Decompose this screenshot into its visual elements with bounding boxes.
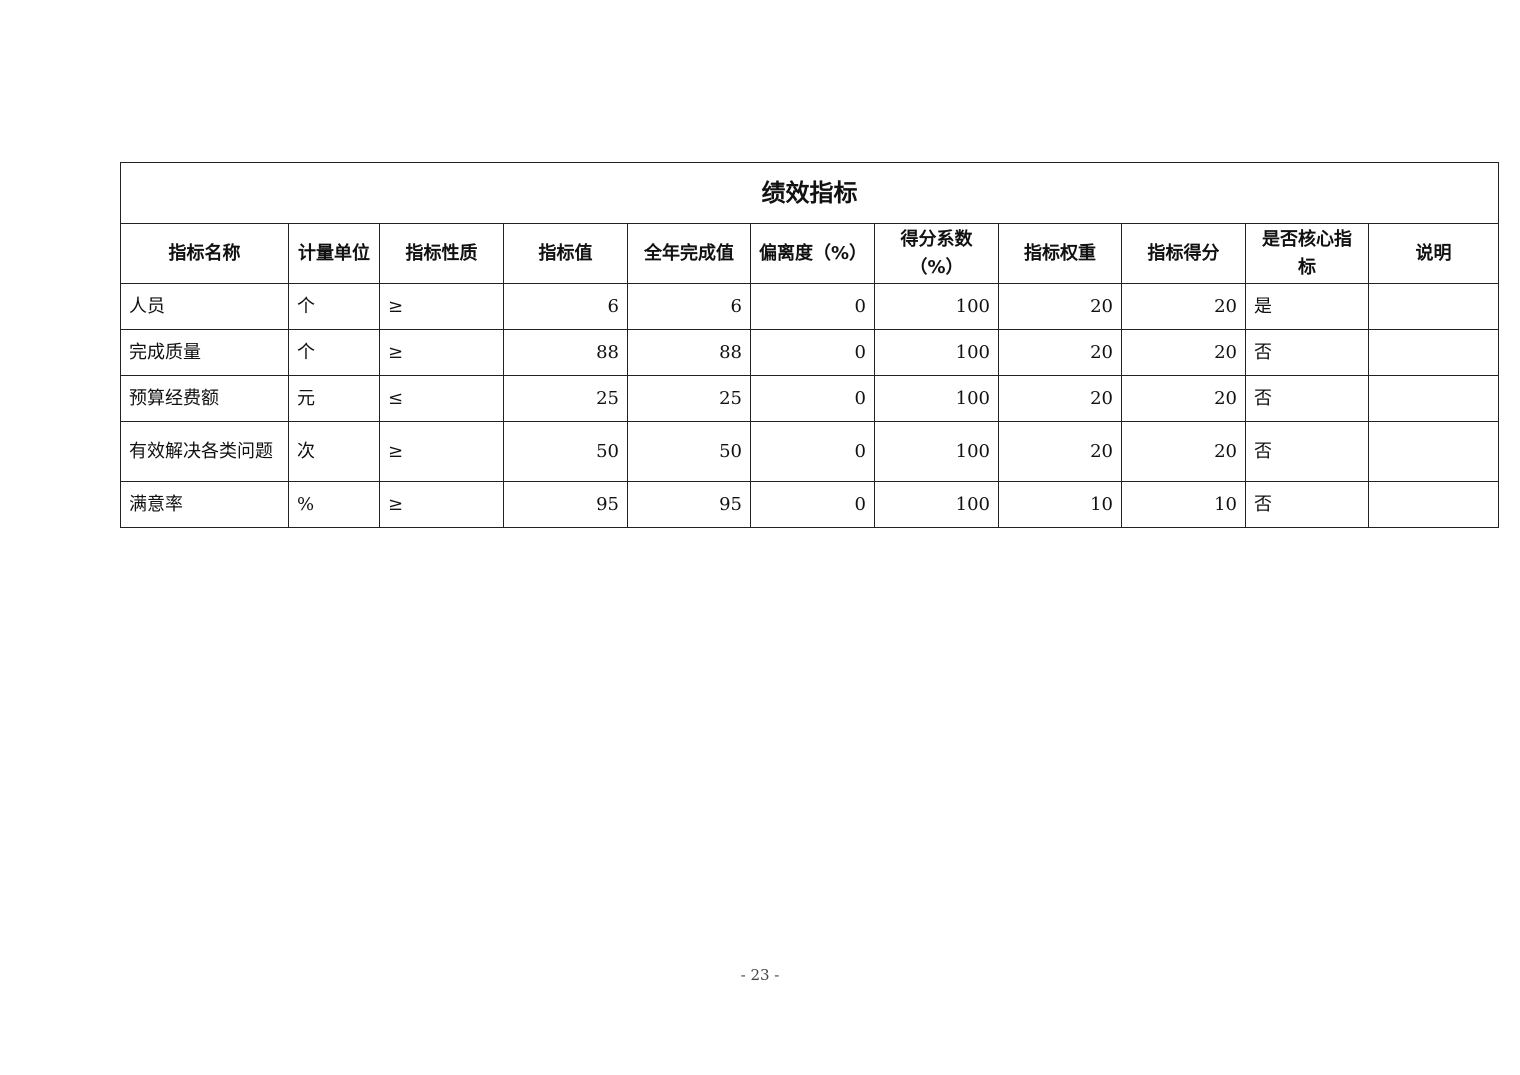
table-cell [1367, 421, 1500, 482]
table-cell: 20 [1121, 375, 1246, 422]
table-cell: 100 [874, 283, 999, 330]
table-cell: 100 [874, 421, 999, 482]
table-cell: 88 [503, 329, 628, 376]
table-cell: 0 [750, 481, 875, 528]
performance-indicator-table: 绩效指标 指标名称 计量单位 指标性质 指标值 全年完成值 偏离度（%） 得分系数（%） 指标… [119, 162, 1500, 528]
table-cell: 次 [288, 421, 380, 482]
table-cell: 88 [627, 329, 751, 376]
column-header: 得分系数（%） [874, 223, 999, 284]
table-cell: 有效解决各类问题 [120, 421, 289, 482]
table-cell: 元 [288, 375, 380, 422]
table-row: 完成质量个 ≥88 88 0 100 20 20 否 [120, 329, 1500, 376]
table-row: 预算经费额元 ≤25 25 0 100 20 20 否 [120, 375, 1500, 422]
table-cell: 否 [1245, 421, 1369, 482]
table-cell: ≥ [379, 283, 504, 330]
table-title: 绩效指标 [119, 162, 1500, 224]
table-cell: 0 [750, 329, 875, 376]
table-cell: ≤ [379, 375, 504, 422]
column-header: 全年完成值 [627, 223, 751, 284]
table-cell: ≥ [379, 421, 504, 482]
table-cell [1367, 481, 1500, 528]
table-cell: 0 [750, 283, 875, 330]
column-header: 指标名称 [120, 223, 289, 284]
table-cell: 50 [627, 421, 751, 482]
table-cell: 10 [1121, 481, 1246, 528]
table-cell: 20 [998, 283, 1122, 330]
table-cell: 否 [1245, 329, 1369, 376]
table-cell: 20 [998, 421, 1122, 482]
table-cell: 否 [1245, 375, 1369, 422]
table-cell: ≥ [379, 481, 504, 528]
table-cell: 个 [288, 283, 380, 330]
page-number: - 23 - [740, 966, 780, 984]
table-cell: 100 [874, 329, 999, 376]
table-cell [1367, 329, 1500, 376]
table-cell: 人员 [120, 283, 289, 330]
table-cell: 50 [503, 421, 628, 482]
column-header: 指标性质 [379, 223, 504, 284]
table-row: 满意率% ≥95 95 0 100 10 10 否 [120, 481, 1500, 528]
table-row: 有效解决各类问题次 ≥50 50 0 100 20 20 否 [120, 421, 1500, 482]
column-header: 指标值 [503, 223, 628, 284]
column-header: 说明 [1367, 223, 1500, 284]
column-header: 是否核心指标 [1245, 223, 1369, 284]
table-cell: 10 [998, 481, 1122, 528]
table-cell: 20 [1121, 283, 1246, 330]
table-row: 人员个 ≥6 6 0 100 20 20 是 [120, 283, 1500, 330]
table-cell: 25 [627, 375, 751, 422]
column-header: 计量单位 [288, 223, 380, 284]
table-cell: 是 [1245, 283, 1369, 330]
table-cell: 95 [627, 481, 751, 528]
table-cell: 100 [874, 375, 999, 422]
table-cell: 100 [874, 481, 999, 528]
table-cell: 否 [1245, 481, 1369, 528]
table-cell: 预算经费额 [120, 375, 289, 422]
table-cell: 20 [998, 375, 1122, 422]
table-cell: 6 [627, 283, 751, 330]
table-cell: 0 [750, 421, 875, 482]
table-cell: 20 [1121, 421, 1246, 482]
table-cell: 完成质量 [120, 329, 289, 376]
table-cell: 个 [288, 329, 380, 376]
table-cell: % [288, 481, 380, 528]
table-cell [1367, 375, 1500, 422]
table-cell [1367, 283, 1500, 330]
column-header: 偏离度（%） [750, 223, 875, 284]
table-cell: 20 [998, 329, 1122, 376]
table-cell: 满意率 [120, 481, 289, 528]
table-cell: 95 [503, 481, 628, 528]
table-cell: 0 [750, 375, 875, 422]
table-cell: 6 [503, 283, 628, 330]
table-cell: 20 [1121, 329, 1246, 376]
column-header: 指标得分 [1121, 223, 1246, 284]
table-cell: ≥ [379, 329, 504, 376]
column-header: 指标权重 [998, 223, 1122, 284]
table-cell: 25 [503, 375, 628, 422]
